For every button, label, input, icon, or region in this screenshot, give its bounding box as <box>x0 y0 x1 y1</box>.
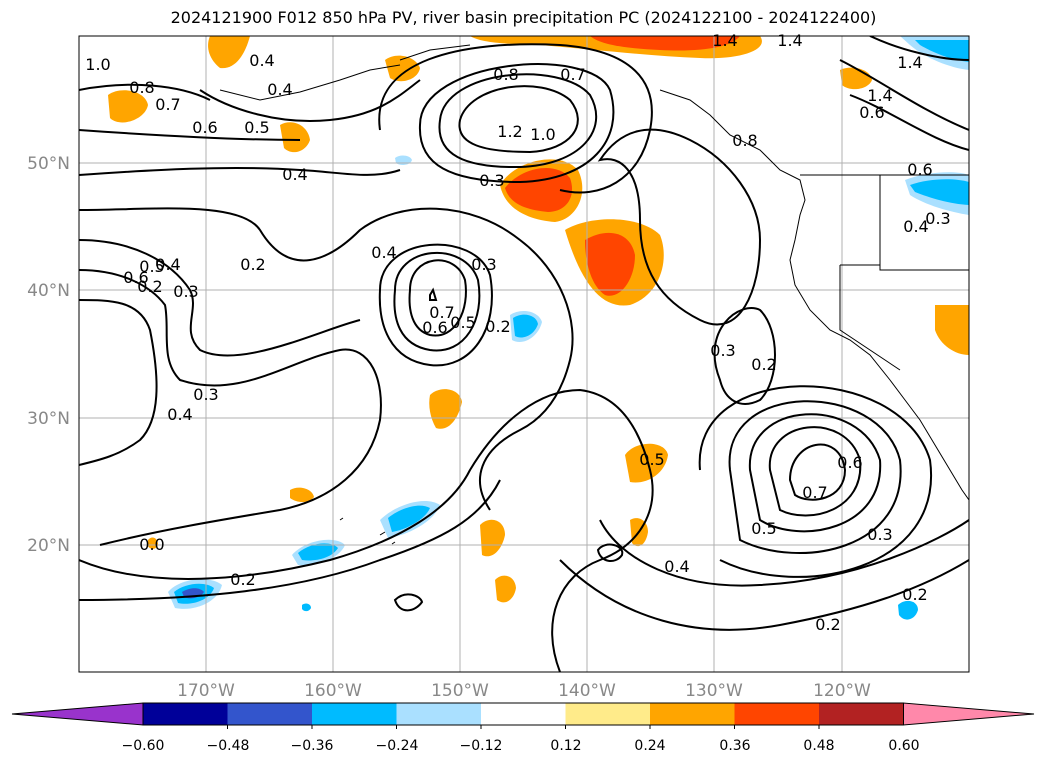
contour-label: 1.2 <box>497 122 522 141</box>
colorbar-tick-label: 0.36 <box>719 738 750 754</box>
contour-label: 0.7 <box>155 95 180 114</box>
contour-label: 0.2 <box>240 255 265 274</box>
contour-label: 1.4 <box>712 31 737 50</box>
lat-label: 20°N <box>27 536 70 556</box>
contour-label: 0.2 <box>230 570 255 589</box>
colorbar-segment <box>312 703 397 725</box>
contour-label: 0.6 <box>907 160 932 179</box>
colorbar-outline <box>142 702 904 726</box>
contour-label: 0.4 <box>282 165 307 184</box>
lat-label: 40°N <box>27 281 70 301</box>
colorbar-tick-label: 0.48 <box>803 738 834 754</box>
contour-label: 0.2 <box>902 585 927 604</box>
contour-label: 0.6 <box>123 268 148 287</box>
contour-label: 0.6 <box>422 318 447 337</box>
contour-label: 0.3 <box>867 525 892 544</box>
map-title: 2024121900 F012 850 hPa PV, river basin … <box>170 8 877 27</box>
contour-label: 0.4 <box>371 243 396 262</box>
pv-contours <box>79 36 969 672</box>
lon-label: 160°W <box>304 681 362 701</box>
contour-label: 0.2 <box>137 277 162 296</box>
map-plot-area <box>79 36 969 672</box>
contour-label: 0.3 <box>479 171 504 190</box>
lon-label: 130°W <box>685 681 743 701</box>
contour-label: 0.7 <box>560 65 585 84</box>
contour-label: 0.0 <box>139 535 164 554</box>
contour-label: 0.6 <box>192 118 217 137</box>
colorbar-tick-label: −0.60 <box>122 738 165 754</box>
longitude-labels: 170°W 160°W 150°W 140°W 130°W 120°W <box>177 681 871 701</box>
colorbar-segment <box>565 703 651 725</box>
contour-label: 0.6 <box>859 103 884 122</box>
contour-label: 0.5 <box>450 313 475 332</box>
colorbar-tick-label: 0.24 <box>634 738 665 754</box>
colorbar-extend-high <box>903 702 1035 726</box>
contour-label: 0.3 <box>173 282 198 301</box>
contour-label: 0.3 <box>471 255 496 274</box>
contour-label: 1.0 <box>530 125 555 144</box>
contour-label: 0.7 <box>802 483 827 502</box>
contour-label: 0.5 <box>639 450 664 469</box>
contour-label: 0.3 <box>193 385 218 404</box>
colorbar-segment <box>227 703 313 725</box>
colorbar-tick-label: −0.12 <box>460 738 503 754</box>
colorbar-segment <box>143 703 228 725</box>
contour-label: 0.4 <box>267 80 292 99</box>
lon-label: 140°W <box>558 681 616 701</box>
contour-label: 0.7 <box>429 303 454 322</box>
precip-shading <box>108 36 969 620</box>
contour-label: 0.2 <box>815 615 840 634</box>
lon-label: 170°W <box>177 681 235 701</box>
map-frame <box>78 35 970 673</box>
colorbar-segment <box>819 703 904 725</box>
contour-label: 0.4 <box>167 405 192 424</box>
colorbar-tick-label: −0.24 <box>376 738 419 754</box>
colorbar-tick-label: 0.60 <box>888 738 919 754</box>
colorbar-segment <box>481 703 566 725</box>
contour-label: 0.8 <box>129 78 154 97</box>
contour-label: 0.3 <box>925 209 950 228</box>
contour-label: 0.2 <box>751 355 776 374</box>
contour-label: 0.4 <box>155 255 180 274</box>
colorbar <box>11 702 1035 729</box>
contour-label: 1.4 <box>777 31 802 50</box>
contour-label: 0.5 <box>139 257 164 276</box>
contour-label: 1.4 <box>867 86 892 105</box>
lon-label: 150°W <box>431 681 489 701</box>
colorbar-tick-label: −0.36 <box>291 738 334 754</box>
coastlines <box>219 44 969 545</box>
contour-label: 1.4 <box>897 53 922 72</box>
latitude-labels: 50°N 40°N 30°N 20°N <box>27 154 70 556</box>
colorbar-extend-low <box>11 702 144 726</box>
colorbar-tick-label: 0.12 <box>550 738 581 754</box>
lon-label: 120°W <box>813 681 871 701</box>
lat-label: 50°N <box>27 154 70 174</box>
contour-label: 0.5 <box>244 118 269 137</box>
contour-label: 0.5 <box>751 519 776 538</box>
lat-label: 30°N <box>27 409 70 429</box>
colorbar-segment <box>650 703 735 725</box>
contour-labels: 1.0 0.8 0.7 0.4 0.6 0.5 0.4 0.4 0.2 0.8 … <box>85 31 950 634</box>
contour-label: 0.8 <box>732 131 757 150</box>
contour-label: 0.6 <box>837 453 862 472</box>
colorbar-ticks: −0.60 −0.48 −0.36 −0.24 −0.12 0.12 0.24 … <box>122 738 920 754</box>
contour-label: 0.3 <box>710 341 735 360</box>
contour-label: 1.0 <box>85 55 110 74</box>
colorbar-segment <box>396 703 482 725</box>
contour-label: 0.8 <box>493 65 518 84</box>
contour-label: 0.4 <box>664 557 689 576</box>
contour-label: 0.4 <box>249 51 274 70</box>
contour-label: 0.2 <box>485 317 510 336</box>
colorbar-tick-label: −0.48 <box>207 738 250 754</box>
colorbar-segment <box>734 703 820 725</box>
contour-label: 0.4 <box>903 217 928 236</box>
